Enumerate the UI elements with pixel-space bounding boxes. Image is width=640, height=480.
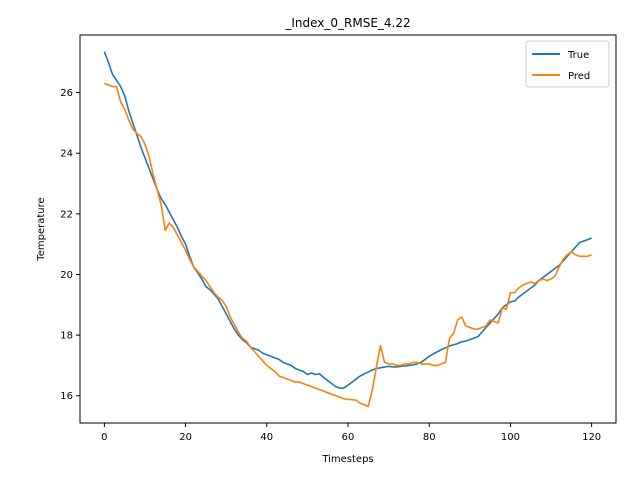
y-tick-label: 22 [60, 209, 73, 220]
x-tick-label: 40 [260, 432, 273, 443]
legend-label-pred: Pred [568, 71, 590, 82]
y-tick-label: 20 [60, 270, 73, 281]
axes-frame [79, 34, 617, 424]
x-tick-label: 20 [179, 432, 192, 443]
series-line-true [103, 51, 592, 389]
x-tick-label: 100 [501, 432, 520, 443]
x-tick-label: 60 [342, 432, 355, 443]
y-tick-label: 16 [60, 391, 73, 402]
series-layer [103, 51, 592, 408]
series-line-pred [104, 82, 592, 408]
x-tick-label: 120 [582, 432, 601, 443]
x-axis-label: Timesteps [321, 454, 373, 465]
y-axis-label: Temperature [36, 197, 47, 261]
legend-label-true: True [567, 50, 589, 61]
x-tick-label: 0 [101, 432, 107, 443]
y-tick-label: 24 [60, 149, 73, 160]
y-tick-label: 18 [60, 331, 73, 342]
chart-title: _Index_0_RMSE_4.22 [284, 16, 410, 30]
axis-ticks: 0 20 40 60 80 100 120 16 18 20 22 24 26 [60, 88, 601, 443]
legend: True Pred [525, 40, 610, 88]
x-tick-label: 80 [423, 432, 436, 443]
y-tick-label: 26 [60, 88, 73, 99]
